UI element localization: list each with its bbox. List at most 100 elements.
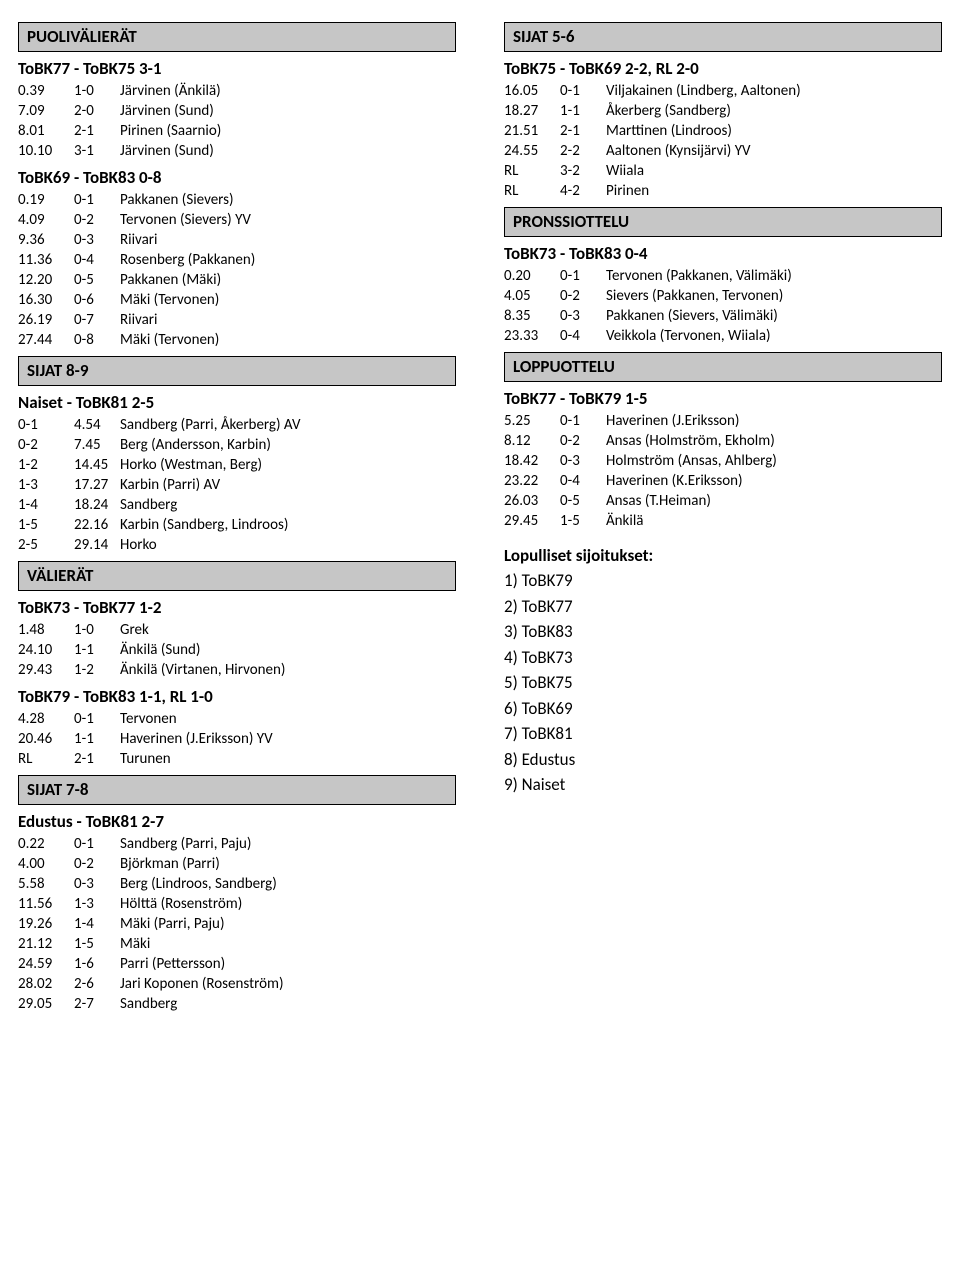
goal-time: 28.02 (18, 974, 74, 994)
goal-row: 0.200-1Tervonen (Pakkanen, Välimäki) (504, 266, 792, 286)
goal-time: 4.09 (18, 210, 74, 230)
goal-scorer: Pirinen (606, 181, 801, 201)
goal-scorer: Järvinen (Änkilä) (120, 81, 221, 101)
goal-score: 0-6 (74, 290, 120, 310)
goal-score: 1-0 (74, 81, 120, 101)
goals-table: 1.481-0Grek24.101-1Änkilä (Sund)29.431-2… (18, 620, 285, 680)
goal-row: 4.000-2Björkman (Parri) (18, 854, 284, 874)
goal-scorer: Karbin (Parri) AV (120, 475, 300, 495)
goal-scorer: Haverinen (J.Eriksson) YV (120, 729, 273, 749)
goal-row: 4.050-2Sievers (Pakkanen, Tervonen) (504, 286, 792, 306)
goal-time: 29.43 (18, 660, 74, 680)
goals-table: 16.050-1Viljakainen (Lindberg, Aaltonen)… (504, 81, 801, 201)
goal-time: 5.58 (18, 874, 74, 894)
goal-score: 0-1 (560, 411, 606, 431)
goal-score: 2-2 (560, 141, 606, 161)
goal-score: 1-6 (74, 954, 120, 974)
standings-title: Lopulliset sijoitukset: (504, 545, 942, 566)
section-header: SIJAT 5-6 (504, 22, 942, 52)
goal-scorer: Änkilä (606, 511, 777, 531)
section-header: PRONSSIOTTELU (504, 207, 942, 237)
goal-row: 5.250-1Haverinen (J.Eriksson) (504, 411, 777, 431)
standings-item: 8) Edustus (504, 747, 942, 773)
goal-score: 0-1 (74, 190, 120, 210)
goal-time: 8.01 (18, 121, 74, 141)
goal-score: 1-1 (560, 101, 606, 121)
goal-row: 4.280-1Tervonen (18, 709, 273, 729)
goal-scorer: Änkilä (Sund) (120, 640, 285, 660)
goal-time: 29.45 (504, 511, 560, 531)
goal-scorer: Pakkanen (Mäki) (120, 270, 255, 290)
goal-time: 23.33 (504, 326, 560, 346)
goal-time: 4.28 (18, 709, 74, 729)
goal-time: 16.30 (18, 290, 74, 310)
goal-score: 0-1 (560, 266, 606, 286)
goal-time: 11.56 (18, 894, 74, 914)
goals-table: 0.200-1Tervonen (Pakkanen, Välimäki)4.05… (504, 266, 792, 346)
goal-score: 3-2 (560, 161, 606, 181)
goal-time: 26.19 (18, 310, 74, 330)
goal-time: 24.59 (18, 954, 74, 974)
standings-item: 5) ToBK75 (504, 670, 942, 696)
goal-row: 16.050-1Viljakainen (Lindberg, Aaltonen) (504, 81, 801, 101)
goal-score: 0-2 (74, 854, 120, 874)
goal-time: 0-1 (18, 415, 74, 435)
goal-row: 11.561-3Hölttä (Rosenström) (18, 894, 284, 914)
goal-time: 10.10 (18, 141, 74, 161)
goal-time: 1-3 (18, 475, 74, 495)
goal-scorer: Pirinen (Saarnio) (120, 121, 221, 141)
goal-score: 1-4 (74, 914, 120, 934)
goal-time: 5.25 (504, 411, 560, 431)
goal-scorer: Aaltonen (Kynsijärvi) YV (606, 141, 801, 161)
standings-list: 1) ToBK792) ToBK773) ToBK834) ToBK735) T… (504, 568, 942, 798)
goal-score: 0-4 (74, 250, 120, 270)
goal-scorer: Veikkola (Tervonen, Wiiala) (606, 326, 792, 346)
goal-row: 7.092-0Järvinen (Sund) (18, 101, 221, 121)
goal-score: 4-2 (560, 181, 606, 201)
goal-scorer: Haverinen (K.Eriksson) (606, 471, 777, 491)
goal-time: 24.10 (18, 640, 74, 660)
goal-row: 0-14.54Sandberg (Parri, Åkerberg) AV (18, 415, 300, 435)
goal-scorer: Pakkanen (Sievers, Välimäki) (606, 306, 792, 326)
goal-row: 0.220-1Sandberg (Parri, Paju) (18, 834, 284, 854)
goal-row: 0.190-1Pakkanen (Sievers) (18, 190, 255, 210)
goal-scorer: Ansas (Holmström, Ekholm) (606, 431, 777, 451)
goal-row: 2-529.14Horko (18, 535, 300, 555)
goal-time: 4.05 (504, 286, 560, 306)
goal-time: 8.35 (504, 306, 560, 326)
goal-scorer: Horko (120, 535, 300, 555)
goal-scorer: Haverinen (J.Eriksson) (606, 411, 777, 431)
standings-item: 6) ToBK69 (504, 696, 942, 722)
goal-row: 1-214.45Horko (Westman, Berg) (18, 455, 300, 475)
goal-row: 8.350-3Pakkanen (Sievers, Välimäki) (504, 306, 792, 326)
goal-row: 1-522.16Karbin (Sandberg, Lindroos) (18, 515, 300, 535)
right-column: SIJAT 5-6 ToBK75 - ToBK69 2-2, RL 2-0 16… (504, 16, 942, 1020)
goal-time: 7.09 (18, 101, 74, 121)
goal-score: 2-6 (74, 974, 120, 994)
goal-row: 26.030-5Ansas (T.Heiman) (504, 491, 777, 511)
goal-row: 5.580-3Berg (Lindroos, Sandberg) (18, 874, 284, 894)
goal-row: 16.300-6Mäki (Tervonen) (18, 290, 255, 310)
goal-row: 0.391-0Järvinen (Änkilä) (18, 81, 221, 101)
goal-row: 11.360-4Rosenberg (Pakkanen) (18, 250, 255, 270)
goal-scorer: Grek (120, 620, 285, 640)
goal-row: RL2-1Turunen (18, 749, 273, 769)
goal-time: 21.12 (18, 934, 74, 954)
goal-scorer: Mäki (Parri, Paju) (120, 914, 284, 934)
goal-row: 29.431-2Änkilä (Virtanen, Hirvonen) (18, 660, 285, 680)
goal-score: 17.27 (74, 475, 120, 495)
goal-time: RL (504, 181, 560, 201)
goal-score: 18.24 (74, 495, 120, 515)
goal-row: 28.022-6Jari Koponen (Rosenström) (18, 974, 284, 994)
goal-scorer: Jari Koponen (Rosenström) (120, 974, 284, 994)
goal-row: 18.271-1Åkerberg (Sandberg) (504, 101, 801, 121)
goal-score: 0-4 (560, 471, 606, 491)
goal-scorer: Sandberg (120, 994, 284, 1014)
goal-score: 2-0 (74, 101, 120, 121)
goal-score: 0-1 (560, 81, 606, 101)
goal-scorer: Holmström (Ansas, Ahlberg) (606, 451, 777, 471)
goal-score: 0-3 (560, 306, 606, 326)
section-header: SIJAT 7-8 (18, 775, 456, 805)
goal-time: 29.05 (18, 994, 74, 1014)
goal-row: 20.461-1Haverinen (J.Eriksson) YV (18, 729, 273, 749)
